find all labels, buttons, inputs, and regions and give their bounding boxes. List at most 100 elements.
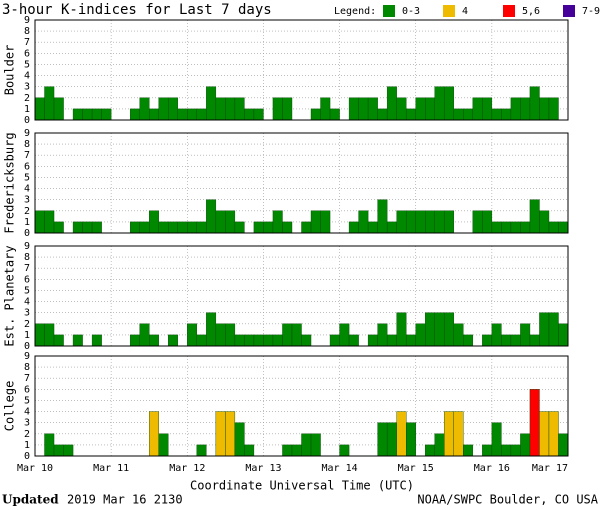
bar <box>520 221 531 234</box>
y-tick-label: 4 <box>24 407 30 418</box>
bar <box>348 221 359 234</box>
legend-swatch <box>383 5 395 17</box>
bar <box>82 108 93 121</box>
bar <box>501 444 512 457</box>
bar <box>491 108 502 121</box>
y-tick-label: 7 <box>24 373 30 384</box>
bar <box>463 108 474 121</box>
bar <box>501 334 512 347</box>
x-tick-label: Mar 13 <box>245 463 281 474</box>
bar <box>44 323 55 347</box>
y-tick-label: 5 <box>24 59 30 70</box>
bar <box>253 221 264 234</box>
bar <box>482 444 493 457</box>
bar <box>491 422 502 457</box>
bar <box>53 97 64 121</box>
bar <box>187 108 198 121</box>
bar <box>358 210 369 234</box>
legend-swatch <box>443 5 455 17</box>
bar <box>405 210 416 234</box>
chart-title: 3-hour K-indices for Last 7 days <box>2 2 272 18</box>
bar <box>396 97 407 121</box>
bar <box>225 323 236 347</box>
bar <box>491 323 502 347</box>
bar <box>34 210 45 234</box>
bar <box>158 433 169 457</box>
bar <box>339 323 350 347</box>
bar <box>491 221 502 234</box>
bar <box>263 221 274 234</box>
bar <box>310 433 321 457</box>
bar <box>463 334 474 347</box>
bar <box>272 334 283 347</box>
bar <box>377 323 388 347</box>
bar <box>415 210 426 234</box>
bar <box>244 108 255 121</box>
x-tick-label: Mar 16 <box>474 463 510 474</box>
bar <box>386 221 397 234</box>
bar <box>520 323 531 347</box>
updated-label: Updated <box>2 493 59 507</box>
bar <box>377 422 388 457</box>
bar <box>53 334 64 347</box>
bar <box>425 210 435 234</box>
y-tick-label: 9 <box>24 15 30 26</box>
bar <box>453 411 464 457</box>
y-tick-label: 0 <box>24 115 30 126</box>
bar <box>225 97 236 121</box>
bar <box>529 86 540 121</box>
y-tick-label: 1 <box>24 217 30 228</box>
bar <box>529 389 540 457</box>
panel-frame <box>34 19 569 121</box>
bar <box>377 199 388 234</box>
bar <box>187 323 198 347</box>
bar <box>539 97 550 121</box>
y-tick-label: 9 <box>24 128 30 139</box>
bar <box>377 108 388 121</box>
bar <box>282 444 293 457</box>
bar <box>520 433 531 457</box>
bar <box>244 334 255 347</box>
panel-label: College <box>3 381 17 432</box>
y-tick-label: 6 <box>24 274 30 285</box>
bar <box>472 97 483 121</box>
bar <box>225 411 236 457</box>
bar <box>339 444 350 457</box>
bar <box>206 86 217 121</box>
bar <box>234 422 245 457</box>
bar <box>396 312 407 347</box>
bar <box>196 334 207 347</box>
bar <box>472 210 483 234</box>
y-tick-label: 0 <box>24 228 30 239</box>
bar <box>434 210 445 234</box>
bar <box>329 108 340 121</box>
bar <box>44 86 55 121</box>
bar <box>272 210 283 234</box>
bar <box>453 108 464 121</box>
bar <box>168 334 178 347</box>
bar <box>177 221 188 234</box>
bar <box>53 221 64 234</box>
bar <box>196 108 207 121</box>
y-tick-label: 4 <box>24 184 30 195</box>
y-tick-label: 9 <box>24 241 30 252</box>
bar <box>282 97 293 121</box>
y-tick-label: 3 <box>24 308 30 319</box>
bar <box>282 323 293 347</box>
bar <box>72 108 83 121</box>
bar <box>444 312 454 347</box>
bar <box>520 97 531 121</box>
y-tick-label: 8 <box>24 139 30 150</box>
bar <box>129 221 140 234</box>
bar <box>405 108 416 121</box>
bar <box>434 86 445 121</box>
bar <box>425 97 435 121</box>
bar <box>139 221 150 234</box>
bar <box>558 433 569 457</box>
bar <box>215 411 226 457</box>
x-tick-label: Mar 12 <box>169 463 205 474</box>
bar <box>234 334 245 347</box>
y-tick-label: 6 <box>24 384 30 395</box>
bar <box>558 221 569 234</box>
bar <box>463 444 474 457</box>
